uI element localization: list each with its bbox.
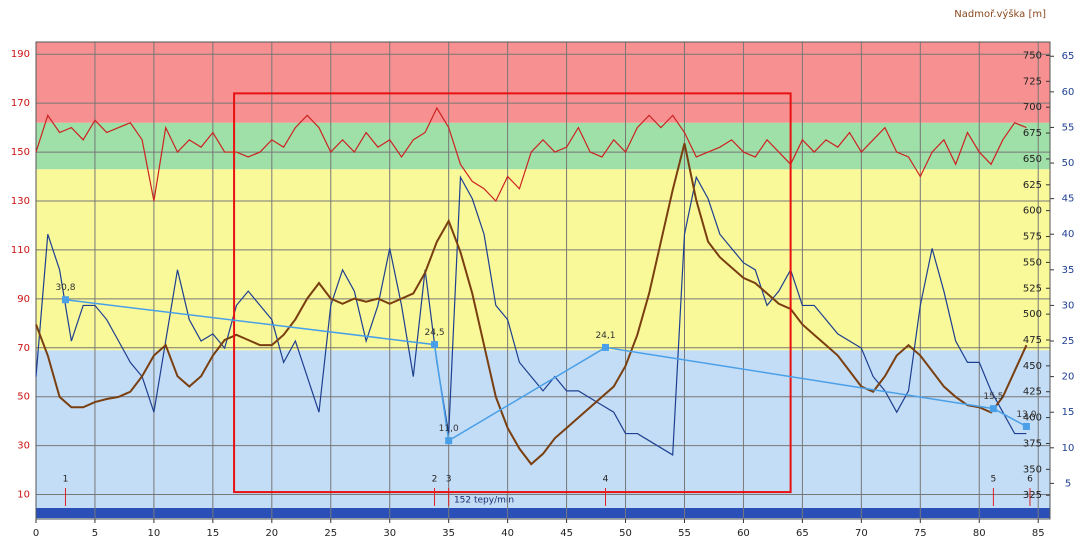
y3-tick-label: 550 — [1023, 257, 1042, 268]
lap-speed-line — [65, 298, 1027, 442]
x-tick-label: 80 — [973, 528, 986, 539]
y3-tick-label: 450 — [1023, 361, 1042, 372]
y3-tick-label: 400 — [1023, 413, 1042, 424]
y3-axis-label: Nadmoř.výška [m] — [954, 8, 1046, 20]
lap-speed-point — [1022, 422, 1030, 430]
lap-speed-point — [61, 296, 69, 304]
y3-tick-label: 625 — [1023, 180, 1042, 191]
lap-label: 6 — [1027, 475, 1033, 485]
series-line — [35, 106, 1027, 203]
zone — [36, 169, 1050, 351]
zone — [36, 42, 1050, 123]
x-tick-label: 70 — [855, 528, 868, 539]
y2-tick-label: 65 — [1062, 51, 1075, 62]
y2-tick-label: 5 — [1065, 478, 1071, 489]
y3-tick-label: 575 — [1023, 232, 1042, 243]
lap-label: 5 — [991, 475, 997, 485]
y3-tick-label: 475 — [1023, 335, 1042, 346]
zone — [36, 122, 1050, 170]
y2-tick-label: 20 — [1062, 372, 1075, 383]
y3-tick-label: 525 — [1023, 283, 1042, 294]
y3-tick-label: 325 — [1023, 490, 1042, 501]
y-tick-label: 170 — [11, 98, 30, 109]
x-tick-label: 20 — [265, 528, 278, 539]
y2-tick-label: 30 — [1062, 300, 1075, 311]
y3-tick-label: 700 — [1023, 102, 1042, 113]
lap-speed-label: 24,1 — [595, 331, 615, 341]
y-tick-label: 90 — [17, 294, 30, 305]
y3-tick-label: 500 — [1023, 309, 1042, 320]
lap-speed-point — [431, 341, 439, 349]
y2-tick-label: 25 — [1062, 336, 1075, 347]
lap-speed-label: 15,5 — [983, 392, 1003, 402]
y3-tick-label: 650 — [1023, 154, 1042, 165]
x-tick-label: 30 — [383, 528, 396, 539]
lap-label: 4 — [603, 475, 609, 485]
y3-tick-label: 425 — [1023, 387, 1042, 398]
lap-speed-label: 24,5 — [425, 328, 445, 338]
y2-tick-label: 35 — [1062, 265, 1075, 276]
lap-label: 3 — [446, 475, 452, 485]
y3-tick-label: 675 — [1023, 128, 1042, 139]
y-tick-label: 190 — [11, 49, 30, 60]
x-tick-label: 5 — [92, 528, 98, 539]
x-tick-label: 40 — [501, 528, 514, 539]
lap-speed-point — [445, 437, 453, 445]
x-tick-label: 25 — [324, 528, 337, 539]
plot-frame — [35, 41, 1051, 520]
lap-speed-point — [989, 405, 997, 413]
x-tick-label: 60 — [737, 528, 750, 539]
y-tick-label: 50 — [17, 392, 30, 403]
x-tick-label: 0 — [33, 528, 39, 539]
x-tick-label: 15 — [206, 528, 219, 539]
x-tick-label: 35 — [442, 528, 455, 539]
lap-speed-label: 30,8 — [55, 283, 75, 293]
y2-tick-label: 55 — [1062, 122, 1075, 133]
lap-speed-point — [601, 343, 609, 351]
x-tick-label: 65 — [796, 528, 809, 539]
zone — [36, 350, 1050, 519]
y2-tick-label: 10 — [1062, 443, 1075, 454]
x-tick-label: 45 — [560, 528, 573, 539]
selection — [233, 92, 792, 494]
y3-tick-label: 600 — [1023, 206, 1042, 217]
x-tick-label: 85 — [1032, 528, 1045, 539]
x-tick-label: 55 — [678, 528, 691, 539]
y3-tick-label: 375 — [1023, 438, 1042, 449]
y2-tick-label: 15 — [1062, 407, 1075, 418]
y-tick-label: 70 — [17, 343, 30, 354]
y-tick-label: 30 — [17, 441, 30, 452]
x-tick-label: 75 — [914, 528, 927, 539]
y-tick-label: 110 — [11, 245, 30, 256]
y2-tick-label: 50 — [1062, 158, 1075, 169]
series-line — [35, 175, 1027, 456]
x-tick-label: 10 — [148, 528, 161, 539]
lap-speed-label: 13,0 — [1016, 410, 1036, 420]
series-line — [35, 143, 1028, 466]
lap-label: 2 — [432, 475, 438, 485]
band-label: 152 tepy/min — [454, 496, 514, 506]
lap-speed-label: 11,0 — [439, 424, 459, 434]
band — [36, 508, 1050, 518]
y2-tick-label: 60 — [1062, 87, 1075, 98]
y-tick-label: 130 — [11, 196, 30, 207]
y-tick-label: 10 — [17, 490, 30, 501]
y3-tick-label: 350 — [1023, 464, 1042, 475]
y3-tick-label: 750 — [1023, 50, 1042, 61]
y2-tick-label: 45 — [1062, 194, 1075, 205]
y-tick-label: 150 — [11, 147, 30, 158]
y3-tick-label: 725 — [1023, 76, 1042, 87]
y2-tick-label: 40 — [1062, 229, 1075, 240]
x-tick-label: 50 — [619, 528, 632, 539]
lap-label: 1 — [63, 475, 69, 485]
